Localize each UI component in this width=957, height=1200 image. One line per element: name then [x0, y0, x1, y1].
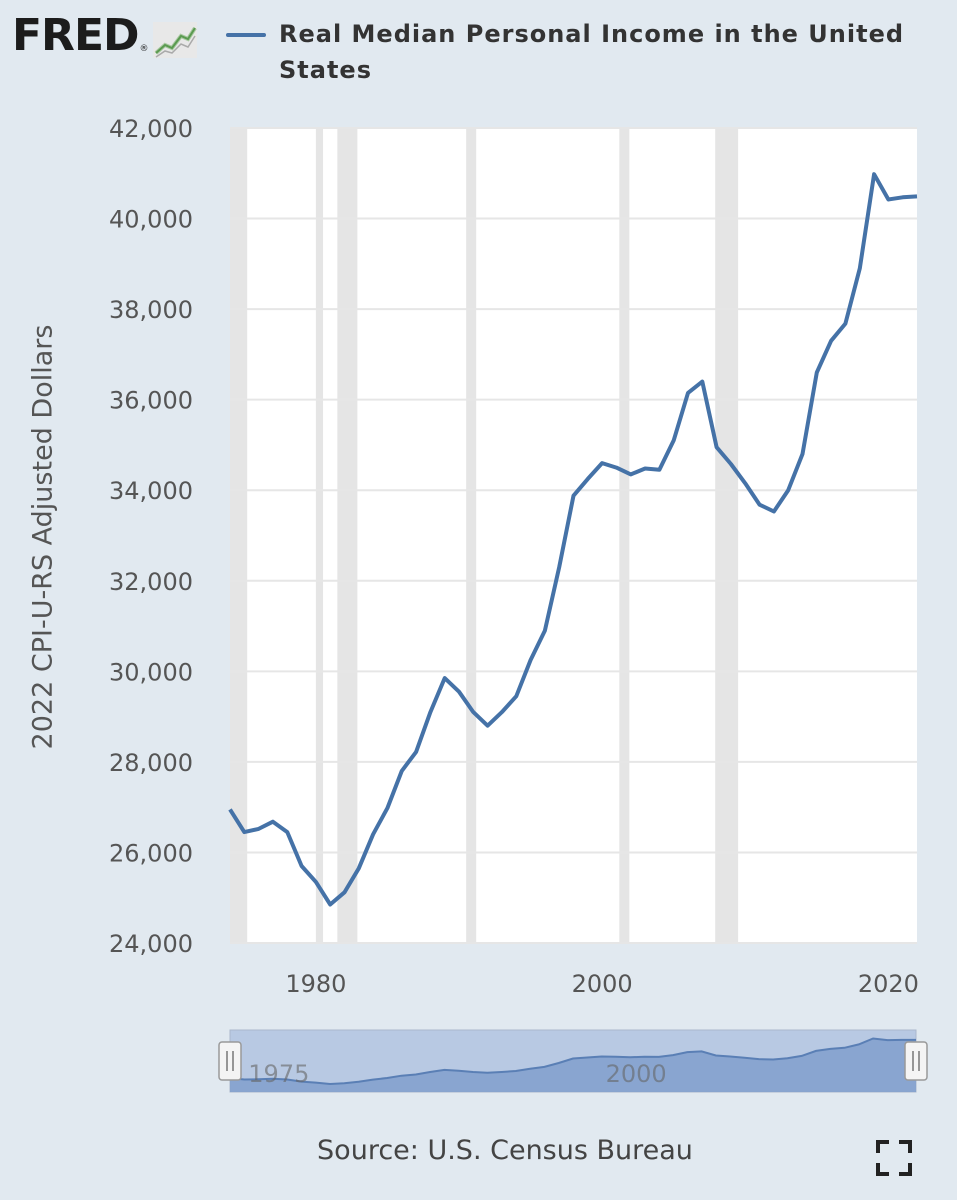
navigator-handle-left[interactable] [218, 1041, 242, 1081]
series-line [228, 172, 918, 907]
y-tick-label: 34,000 [109, 477, 193, 505]
y-tick-label: 40,000 [109, 206, 193, 234]
y-tick-label: 26,000 [109, 839, 193, 867]
recession-band [230, 128, 248, 943]
expand-icon[interactable] [875, 1139, 913, 1177]
navigator-handle-right[interactable] [904, 1041, 928, 1081]
grip-icon [904, 1041, 928, 1081]
x-tick-label: 1980 [285, 970, 346, 998]
registered-mark: ® [139, 44, 149, 54]
recession-band [337, 128, 358, 943]
plot-background [230, 128, 917, 943]
recession-band [466, 128, 477, 943]
navigator-label: 1975 [248, 1060, 309, 1088]
y-tick-label: 24,000 [109, 930, 193, 958]
trend-line-icon [152, 22, 197, 58]
chart-area: 24,000 26,000 28,000 30,000 32,000 34,000 36,0… [109, 115, 928, 1093]
legend-swatch [226, 33, 266, 37]
navigator-line [229, 1037, 916, 1086]
y-tick-label: 36,000 [109, 387, 193, 415]
y-tick-label: 42,000 [109, 115, 193, 143]
logo-wordmark: FRED [12, 10, 140, 61]
legend-label: Real Median Personal Income in the Unite… [279, 20, 905, 84]
recession-band [715, 128, 739, 943]
fred-logo[interactable]: FRED ® [12, 14, 197, 58]
source-note: Source: U.S. Census Bureau [317, 1135, 693, 1166]
recession-band [315, 128, 324, 943]
x-tick-label: 2020 [858, 970, 919, 998]
grip-icon [218, 1041, 242, 1081]
navigator-area [230, 1038, 916, 1092]
y-tick-label: 28,000 [109, 749, 193, 777]
chart-header: FRED ® Real Median Personal Income in th… [0, 0, 957, 110]
y-tick-label: 32,000 [109, 568, 193, 596]
y-tick-label: 30,000 [109, 658, 193, 686]
recession-band [619, 128, 630, 943]
x-tick-label: 2000 [572, 970, 633, 998]
navigator-label: 2000 [606, 1060, 667, 1088]
y-tick-label: 38,000 [109, 296, 193, 324]
